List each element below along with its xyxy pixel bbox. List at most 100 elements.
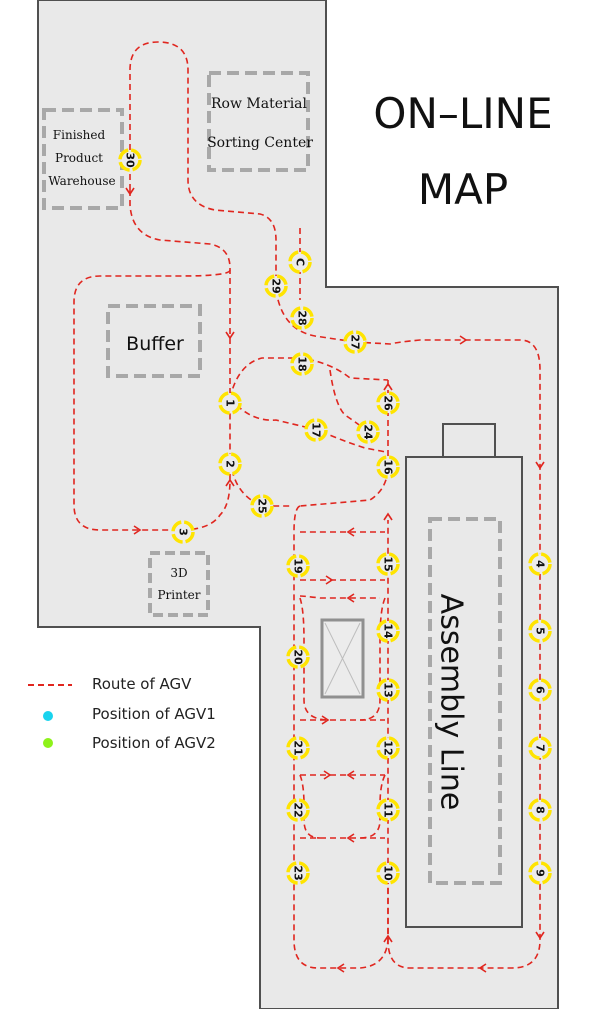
node-ring (376, 736, 400, 760)
node-label: 19 (292, 558, 305, 573)
route-node-6: 6 (528, 678, 552, 702)
node-ring (528, 861, 552, 885)
route-node-2: 2 (218, 452, 242, 476)
node-label: 15 (382, 556, 395, 571)
route-node-24: 24 (356, 420, 380, 444)
3d-printer-area: 3D Printer (148, 551, 210, 617)
route-node-23: 23 (286, 861, 310, 885)
legend: Route of AGV Position of AGV1 Position o… (28, 675, 216, 752)
node-label: 6 (534, 686, 547, 694)
route-node-27: 27 (343, 330, 367, 354)
route-node-8: 8 (528, 798, 552, 822)
route-node-20: 20 (286, 645, 310, 669)
node-ring (376, 861, 400, 885)
route-node-11: 11 (376, 798, 400, 822)
node-label: 28 (296, 310, 309, 325)
node-label: 9 (534, 869, 547, 877)
node-ring (528, 619, 552, 643)
node-ring (528, 736, 552, 760)
route-node-21: 21 (286, 736, 310, 760)
node-ring (376, 619, 400, 643)
node-ring (304, 418, 328, 442)
route-node-16: 16 (376, 455, 400, 479)
node-label: 24 (362, 424, 375, 440)
route-node-4: 4 (528, 552, 552, 576)
node-label: 27 (349, 334, 362, 349)
node-ring (290, 306, 314, 330)
printer-label-1: 3D (170, 566, 187, 580)
node-label: C (294, 258, 307, 266)
raw-material-sorting-center: Row Material Sorting Center (207, 71, 313, 172)
map-title-line2: MAP (418, 165, 508, 214)
node-ring (118, 148, 142, 172)
node-label: 25 (256, 498, 269, 513)
route-node-30: 30 (118, 148, 142, 172)
node-ring (286, 554, 310, 578)
node-ring (376, 455, 400, 479)
node-label: 8 (534, 806, 547, 814)
node-label: 4 (534, 560, 547, 568)
node-ring (376, 798, 400, 822)
node-ring (286, 798, 310, 822)
legend-agv1-label: Position of AGV1 (92, 705, 216, 723)
route-node-c: C (288, 250, 312, 274)
route-node-14: 14 (376, 619, 400, 643)
assembly-line: Assembly Line (405, 423, 523, 928)
node-label: 13 (382, 682, 395, 697)
route-node-17: 17 (304, 418, 328, 442)
node-label: 26 (382, 395, 395, 411)
node-ring (264, 274, 288, 298)
route-node-28: 28 (290, 306, 314, 330)
node-label: 7 (534, 744, 547, 752)
route-node-5: 5 (528, 619, 552, 643)
warehouse-label-3: Warehouse (48, 174, 115, 188)
route-node-25: 25 (250, 494, 274, 518)
node-label: 10 (382, 865, 395, 881)
route-node-9: 9 (528, 861, 552, 885)
route-node-13: 13 (376, 678, 400, 702)
node-label: 30 (124, 152, 137, 168)
printer-label-2: Printer (157, 588, 200, 602)
node-label: 14 (382, 623, 395, 639)
route-node-15: 15 (376, 552, 400, 576)
route-node-3: 3 (171, 520, 195, 544)
node-ring (376, 552, 400, 576)
raw-material-label-1: Row Material (211, 96, 308, 112)
raw-material-label-2: Sorting Center (207, 135, 313, 151)
node-ring (250, 494, 274, 518)
node-ring (288, 250, 312, 274)
legend-route-label: Route of AGV (92, 675, 192, 693)
map-title-line1: ON–LINE (373, 89, 552, 138)
node-ring (286, 645, 310, 669)
legend-agv1-swatch (43, 711, 53, 721)
node-ring (528, 798, 552, 822)
node-label: 18 (296, 356, 309, 371)
node-ring (528, 678, 552, 702)
node-ring (286, 736, 310, 760)
node-label: 21 (292, 740, 305, 755)
node-ring (376, 391, 400, 415)
node-ring (290, 352, 314, 376)
node-label: 5 (534, 627, 547, 635)
route-node-26: 26 (376, 391, 400, 415)
node-ring (376, 678, 400, 702)
node-label: 3 (177, 528, 190, 536)
node-label: 20 (292, 649, 305, 665)
storage-crate (320, 618, 365, 699)
node-ring (286, 861, 310, 885)
node-label: 1 (224, 399, 237, 407)
node-label: 17 (310, 422, 323, 437)
route-node-10: 10 (376, 861, 400, 885)
node-label: 11 (382, 802, 395, 817)
route-node-12: 12 (376, 736, 400, 760)
node-label: 22 (292, 802, 305, 817)
node-label: 23 (292, 865, 305, 880)
buffer-label: Buffer (126, 333, 184, 355)
node-ring (171, 520, 195, 544)
route-node-18: 18 (290, 352, 314, 376)
route-node-29: 29 (264, 274, 288, 298)
assembly-line-label: Assembly Line (434, 594, 469, 811)
node-ring (343, 330, 367, 354)
